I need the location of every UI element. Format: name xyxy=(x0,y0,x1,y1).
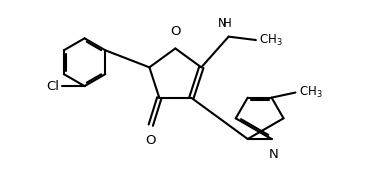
Text: N: N xyxy=(268,148,278,160)
Text: N: N xyxy=(218,17,227,30)
Text: Cl: Cl xyxy=(46,80,59,93)
Text: H: H xyxy=(223,17,231,30)
Text: CH$_3$: CH$_3$ xyxy=(299,85,322,100)
Text: O: O xyxy=(170,25,181,38)
Text: CH$_3$: CH$_3$ xyxy=(259,33,283,48)
Text: O: O xyxy=(146,134,156,147)
